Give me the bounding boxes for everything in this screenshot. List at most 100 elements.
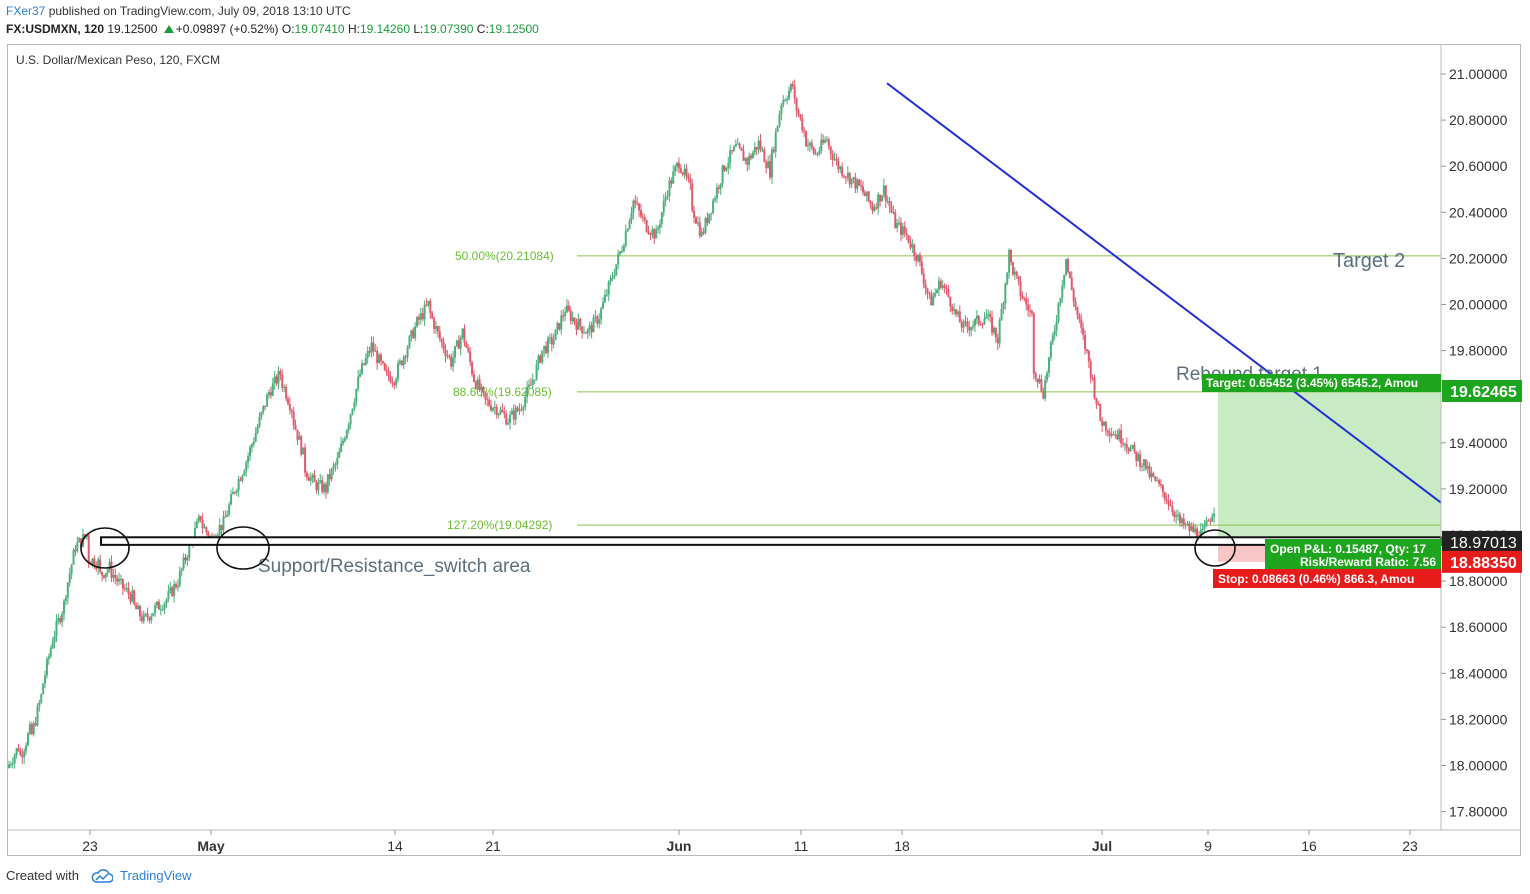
bear-candle: [822, 139, 825, 143]
bear-candle: [545, 345, 548, 354]
bull-candle: [865, 191, 868, 197]
bull-candle: [825, 139, 828, 141]
price-badges: Target: 0.65452 (3.45%) 6545.2, Amou Open…: [1202, 374, 1522, 588]
bull-candle: [734, 144, 737, 147]
bear-candle: [584, 332, 587, 334]
bear-candle: [83, 534, 86, 538]
bear-candle: [157, 601, 160, 610]
bull-candle: [395, 378, 398, 386]
price-tick-label: 20.00000: [1449, 297, 1508, 313]
bear-candle: [135, 604, 138, 610]
support-resistance-label: Support/Resistance_switch area: [258, 556, 531, 577]
bull-candle: [453, 346, 456, 358]
bull-candle: [222, 516, 225, 530]
bear-candle: [372, 342, 375, 352]
chart-frame: [7, 44, 1521, 856]
bear-candle: [30, 724, 33, 735]
bear-candle: [1171, 505, 1174, 513]
symbol-label[interactable]: FX:USDMXN, 120: [6, 22, 105, 36]
bear-candle: [679, 168, 682, 173]
bear-candle: [495, 406, 498, 416]
bull-candle: [744, 158, 747, 161]
bull-candle: [626, 229, 629, 232]
bull-candle: [806, 145, 809, 147]
low-value: 19.07390: [423, 22, 474, 36]
time-axis[interactable]: 23 May 14 21 Jun 11 18 Jul 9 16 23: [8, 829, 1520, 854]
bull-candle: [97, 559, 100, 569]
risk-reward-text: Risk/Reward Ratio: 7.56: [1300, 555, 1436, 569]
bear-candle: [803, 130, 806, 132]
price-axis[interactable]: 21.00000 20.80000 20.60000 20.40000 20.20000…: [1440, 44, 1508, 830]
tradingview-link[interactable]: TradingView: [120, 868, 192, 883]
bull-candle: [941, 285, 944, 288]
bull-candle: [556, 323, 559, 330]
bear-candle: [1178, 514, 1181, 523]
bear-candle: [1097, 403, 1100, 405]
bull-candle: [338, 451, 341, 458]
bear-candle: [793, 86, 796, 99]
bear-candle: [765, 162, 768, 169]
stop-badge: [1213, 569, 1441, 588]
bear-candle: [772, 149, 775, 152]
bull-candle: [518, 409, 521, 411]
bull-candle: [1175, 515, 1178, 518]
bear-candle: [421, 313, 424, 320]
bear-candle: [805, 131, 808, 147]
bull-candle: [507, 423, 510, 425]
bear-candle: [1209, 521, 1212, 523]
bull-candle: [231, 492, 234, 495]
low-label: L:: [413, 22, 424, 36]
created-with-label: Created with: [6, 868, 79, 883]
bear-candle: [404, 356, 407, 358]
bull-candle: [564, 312, 567, 317]
bull-candle: [493, 406, 496, 408]
bear-candle: [1169, 504, 1172, 506]
bear-candle: [691, 183, 694, 211]
bull-candle: [970, 327, 973, 331]
bear-candle: [1089, 361, 1092, 378]
price-tick-label: 21.00000: [1449, 66, 1508, 82]
bull-candle: [607, 281, 610, 295]
bear-candle: [467, 347, 470, 352]
bear-candle: [286, 398, 289, 404]
bear-candle: [1152, 473, 1155, 477]
bear-candle: [894, 212, 897, 229]
bull-candle: [533, 379, 536, 381]
bull-candle: [406, 347, 409, 358]
bear-candle: [99, 559, 102, 572]
bull-candle: [1057, 303, 1060, 322]
bull-candle: [446, 355, 449, 357]
bear-candle: [490, 405, 493, 411]
time-tick-label: 18: [894, 838, 910, 854]
footer: Created with TradingView: [6, 868, 192, 883]
open-pl-text: Open P&L: 0.15487, Qty: 17: [1270, 542, 1426, 556]
bull-candle: [161, 609, 164, 611]
bull-candle: [514, 407, 517, 420]
bull-candle: [55, 620, 58, 637]
bear-candle: [379, 354, 382, 362]
bear-candle: [814, 153, 817, 155]
bear-candle: [829, 146, 832, 154]
bull-candle: [820, 139, 823, 151]
bull-candle: [311, 475, 314, 478]
bull-candle: [112, 574, 115, 578]
bull-candle: [154, 605, 157, 614]
author-link[interactable]: FXer37: [6, 4, 46, 18]
bull-candle: [615, 264, 618, 275]
bear-candle: [184, 557, 187, 561]
bear-candle: [1135, 451, 1138, 461]
bull-candle: [1013, 271, 1016, 275]
bear-candle: [848, 172, 851, 185]
bear-candle: [391, 382, 394, 384]
bear-candle: [469, 351, 472, 363]
bull-candle: [729, 150, 732, 164]
bull-candle: [357, 376, 360, 389]
bear-candle: [436, 326, 439, 332]
bull-candle: [416, 317, 419, 327]
bear-candle: [746, 158, 749, 165]
bull-candle: [586, 329, 589, 334]
bear-candle: [1192, 526, 1195, 533]
bull-candle: [340, 443, 343, 452]
bull-candle: [613, 274, 616, 278]
